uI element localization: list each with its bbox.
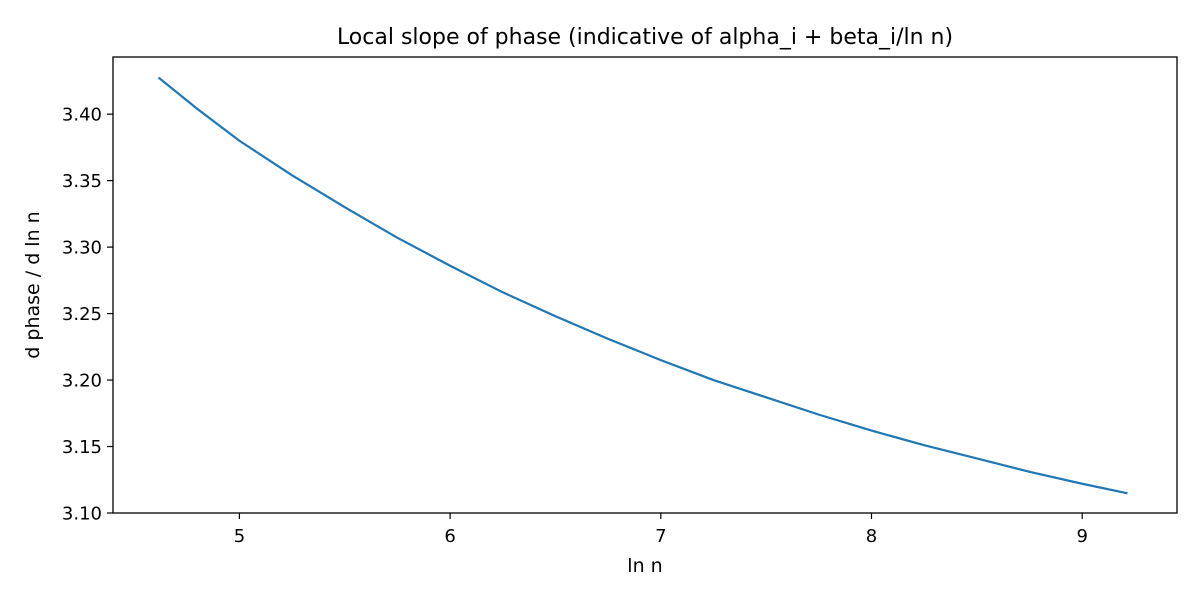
y-axis-label: d phase / d ln n [22, 211, 44, 358]
y-tick-label-5: 3.35 [62, 171, 102, 192]
x-tick-label-4: 9 [1076, 526, 1087, 547]
y-tick-label-0: 3.10 [62, 504, 102, 525]
plot-frame [112, 56, 1178, 514]
plot-area [157, 76, 1128, 495]
x-axis: 5 6 7 8 9 [234, 513, 1088, 547]
x-tick-label-0: 5 [234, 526, 245, 547]
x-tick-label-3: 8 [866, 526, 877, 547]
y-tick-label-3: 3.25 [62, 304, 102, 325]
chart-title: Local slope of phase (indicative of alph… [337, 25, 953, 50]
x-tick-label-2: 7 [655, 526, 666, 547]
y-axis: 3.10 3.15 3.20 3.25 3.30 3.35 3.40 [62, 105, 113, 525]
series-line-0 [157, 76, 1128, 495]
x-axis-label: ln n [627, 555, 662, 577]
y-tick-label-1: 3.15 [62, 437, 102, 458]
y-tick-label-2: 3.20 [62, 371, 102, 392]
y-tick-label-4: 3.30 [62, 238, 102, 259]
x-tick-label-1: 6 [444, 526, 455, 547]
y-tick-label-6: 3.40 [62, 105, 102, 126]
